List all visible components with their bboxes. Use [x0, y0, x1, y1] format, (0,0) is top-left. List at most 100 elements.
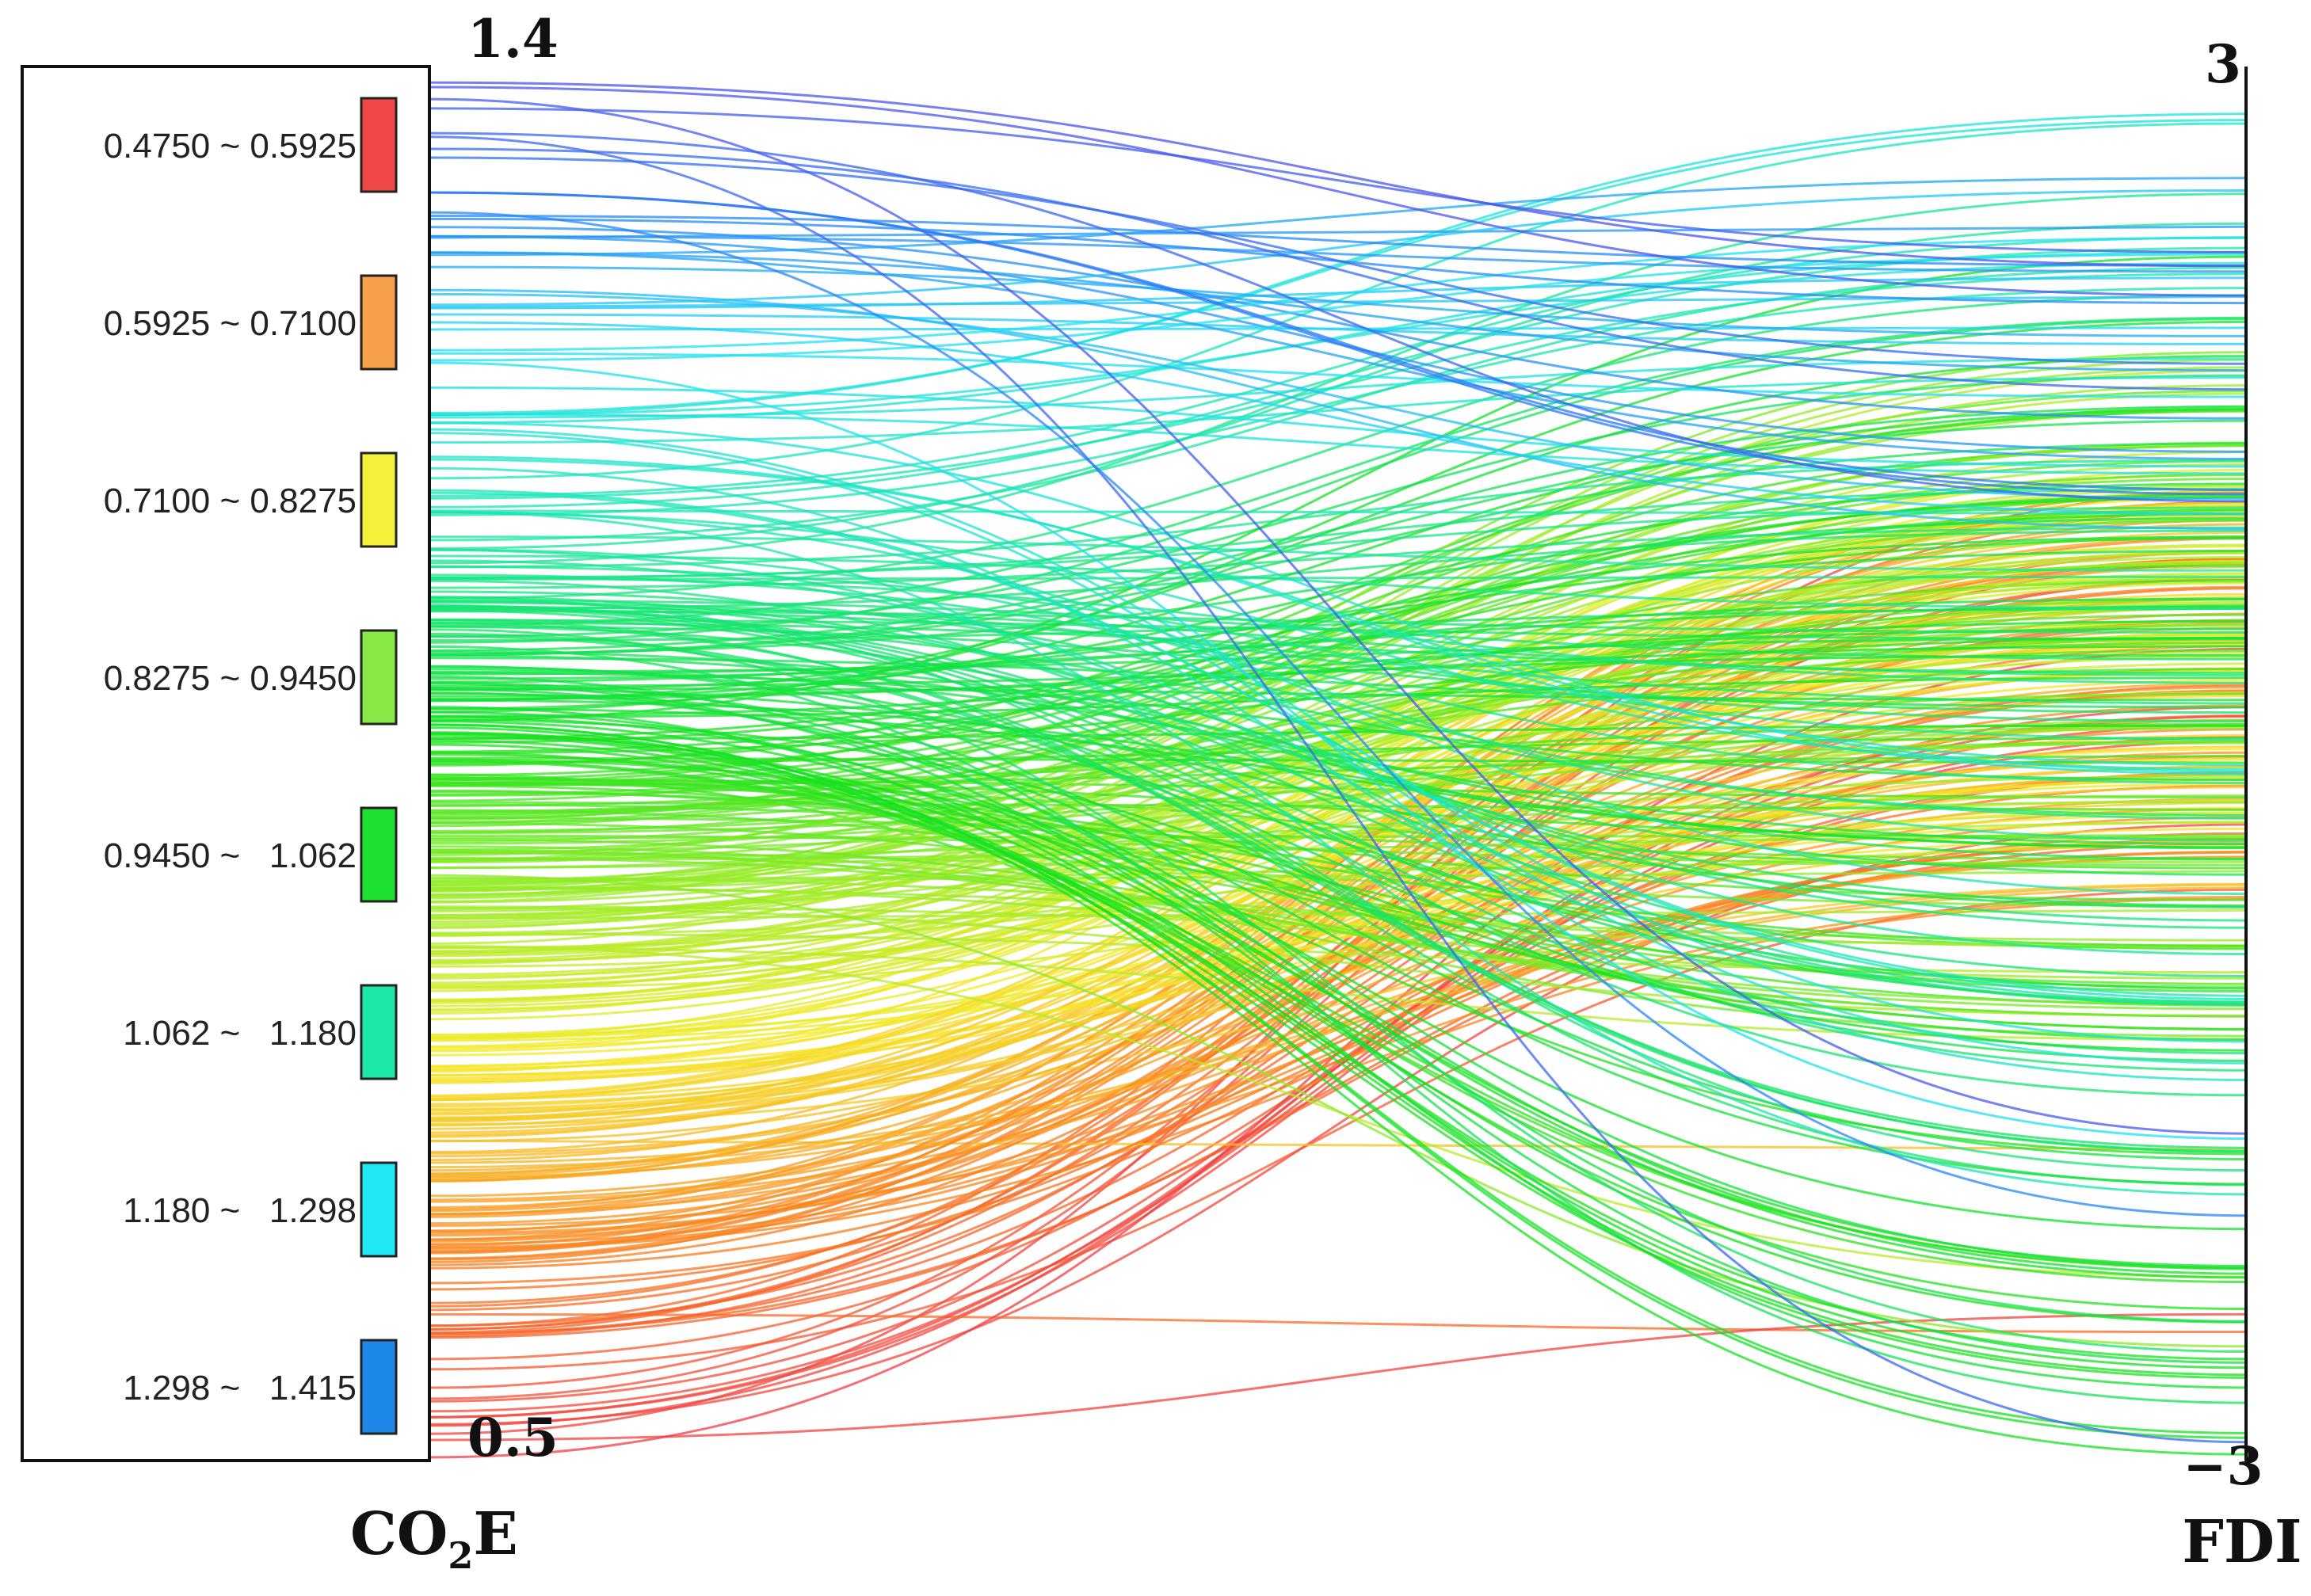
polyline-band-4-15 [429, 419, 2247, 657]
polyline-band-3-75 [429, 906, 2247, 1018]
polyline-band-4-86 [429, 442, 2247, 657]
legend-swatch-6 [360, 1161, 398, 1258]
polyline-band-7-2 [429, 135, 2247, 1444]
legend-swatch-1 [360, 274, 398, 371]
polyline-band-4-20 [429, 596, 2247, 929]
polyline-band-4-67 [429, 654, 2247, 876]
polyline-band-6-20 [429, 251, 2247, 372]
polyline-band-3-12 [429, 619, 2247, 864]
polyline-band-3-93 [429, 851, 2247, 1011]
polyline-band-5-26 [429, 488, 2247, 581]
co2e-min-label: 0.5 [467, 1407, 559, 1468]
polyline-band-5-25 [429, 192, 2247, 565]
polyline-band-4-53 [429, 657, 2247, 709]
polyline-band-4-83 [429, 355, 2247, 703]
polyline-band-4-56 [429, 632, 2247, 1149]
legend-swatch-4 [360, 806, 398, 903]
polyline-band-5-20 [429, 554, 2247, 610]
polyline-band-3-39 [429, 887, 2247, 942]
polyline-band-4-66 [429, 687, 2247, 908]
polyline-band-2-65 [429, 501, 2247, 1097]
polyline-band-5-1 [429, 432, 2247, 1065]
polyline-band-6-14 [429, 236, 2247, 352]
polyline-band-4-3 [429, 374, 2247, 638]
polyline-band-5-38 [429, 467, 2247, 1081]
legend-label-0: 0.4750 ~ 0.5925 [104, 127, 357, 166]
polyline-band-3-41 [429, 799, 2247, 949]
co2e-max-label: 1.4 [467, 8, 559, 70]
polyline-band-5-11 [429, 119, 2247, 414]
polyline-band-6-7 [429, 288, 2247, 531]
polyline-band-2-44 [429, 844, 2247, 989]
polyline-band-4-88 [429, 608, 2247, 705]
polyline-band-5-15 [429, 559, 2247, 956]
polyline-band-3-89 [429, 794, 2247, 860]
polyline-band-4-7 [429, 751, 2247, 1310]
polyline-band-3-58 [429, 598, 2247, 843]
polyline-band-4-87 [429, 688, 2247, 1270]
polyline-band-6-17 [429, 234, 2247, 273]
legend-label-5: 1.062 ~ 1.180 [123, 1014, 357, 1053]
polyline-band-5-36 [429, 579, 2247, 1006]
legend-label-7: 1.298 ~ 1.415 [123, 1369, 357, 1407]
polyline-band-5-37 [429, 287, 2247, 516]
legend-label-6: 1.180 ~ 1.298 [123, 1191, 357, 1230]
polyline-layer [429, 81, 2247, 1459]
polyline-band-5-27 [429, 421, 2247, 773]
polyline-band-3-85 [429, 874, 2247, 1348]
polyline-band-4-30 [429, 645, 2247, 1404]
polyline-band-4-43 [429, 610, 2247, 634]
polyline-band-3-95 [429, 784, 2247, 1030]
fdi-max-label: 3 [2205, 33, 2241, 95]
polyline-band-6-8 [429, 361, 2247, 1140]
polyline-band-4-5 [429, 760, 2247, 1283]
polyline-band-6-15 [429, 265, 2247, 337]
legend-label-3: 0.8275 ~ 0.9450 [104, 659, 357, 698]
legend-swatch-7 [360, 1339, 398, 1435]
polyline-band-3-94 [429, 821, 2247, 937]
polyline-band-3-82 [429, 905, 2247, 947]
polyline-band-7-4 [429, 81, 2247, 268]
polyline-band-5-23 [429, 261, 2247, 417]
polyline-band-4-82 [429, 718, 2247, 1052]
polyline-band-6-12 [429, 177, 2247, 257]
polyline-band-0-19 [429, 1312, 2247, 1333]
polyline-band-6-13 [429, 326, 2247, 331]
polyline-band-7-5 [429, 97, 2247, 1135]
polyline-band-4-90 [429, 653, 2247, 688]
fdi-min-label: −3 [2183, 1435, 2263, 1497]
co2e-title-main: CO [350, 1500, 448, 1568]
polyline-band-3-73 [429, 604, 2247, 814]
co2e-axis-title: CO2E [350, 1500, 518, 1577]
polyline-band-4-80 [429, 621, 2247, 675]
polyline-band-3-47 [429, 565, 2247, 787]
polyline-band-0-20 [429, 1312, 2247, 1442]
polyline-band-4-77 [429, 601, 2247, 723]
polyline-band-4-91 [429, 720, 2247, 1279]
polyline-band-5-31 [429, 565, 2247, 741]
polyline-band-3-69 [429, 755, 2247, 787]
polyline-band-4-34 [429, 512, 2247, 744]
polyline-band-3-99 [429, 838, 2247, 1018]
polyline-band-4-36 [429, 758, 2247, 1270]
polyline-band-4-85 [429, 706, 2247, 1389]
polyline-band-5-9 [429, 548, 2247, 842]
legend-label-2: 0.7100 ~ 0.8275 [104, 482, 357, 520]
polyline-band-3-65 [429, 719, 2247, 885]
polyline-band-4-48 [429, 676, 2247, 718]
polyline-band-2-40 [429, 560, 2247, 1001]
polyline-band-6-11 [429, 253, 2247, 362]
polyline-band-6-19 [429, 189, 2247, 307]
polyline-band-5-35 [429, 491, 2247, 997]
legend-swatch-5 [360, 984, 398, 1080]
polyline-band-5-12 [429, 511, 2247, 771]
polyline-band-5-17 [429, 428, 2247, 1043]
polyline-band-5-14 [429, 272, 2247, 500]
polyline-band-4-11 [429, 710, 2247, 1275]
polyline-band-7-9 [429, 86, 2247, 297]
legend-swatch-0 [360, 97, 398, 193]
polyline-band-5-21 [429, 413, 2247, 475]
polyline-band-4-68 [429, 753, 2247, 1156]
polyline-band-7-3 [429, 107, 2247, 253]
